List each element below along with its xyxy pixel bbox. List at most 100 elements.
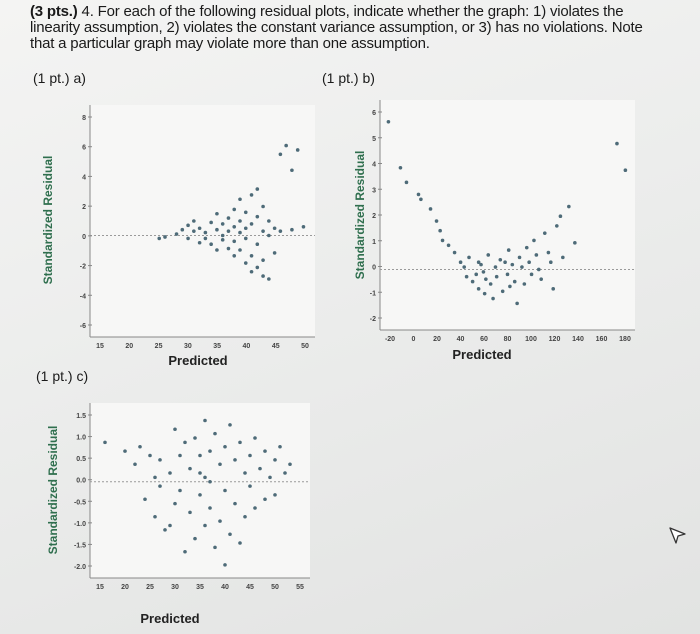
plot-a-x-tick-label: 15 bbox=[96, 343, 104, 350]
plot-c-point bbox=[183, 549, 187, 554]
plot-b-point bbox=[615, 141, 619, 146]
plot-c-point bbox=[238, 541, 242, 545]
plot-c-point bbox=[203, 418, 207, 423]
plot-c-area bbox=[90, 403, 310, 578]
plot-b-point bbox=[498, 257, 503, 262]
plot-b-point bbox=[508, 284, 512, 289]
plot-c-point bbox=[198, 471, 202, 475]
plot-b-x-tick-label: 120 bbox=[549, 336, 561, 343]
plot-b-point bbox=[527, 260, 531, 265]
residual-plot-a: 15 20 25 30 35 40 45 5086420-2-4-6PredictedStan… bbox=[41, 105, 315, 368]
plot-c-point bbox=[133, 462, 137, 467]
plot-a-point bbox=[215, 248, 219, 252]
plot-b-x-axis-label: Predicted bbox=[452, 347, 511, 362]
plot-a-point bbox=[249, 254, 254, 258]
plot-a-point bbox=[226, 229, 231, 233]
plot-b-x-tick-label: 140 bbox=[572, 336, 584, 343]
plot-a-point bbox=[255, 265, 260, 270]
plot-a-point bbox=[197, 240, 202, 245]
plot-b-point bbox=[440, 238, 445, 243]
plot-c-point bbox=[208, 479, 212, 484]
plot-a-y-tick-label: -2 bbox=[80, 264, 86, 271]
plot-b-point bbox=[467, 255, 471, 260]
plot-a-x-tick-label: 20 bbox=[125, 343, 133, 350]
part-c-label: (1 pt.) c) bbox=[36, 368, 89, 384]
plot-b-point bbox=[512, 279, 517, 284]
plot-a-point bbox=[232, 207, 237, 212]
plot-b-x-tick-label: 80 bbox=[504, 336, 512, 343]
plot-c-point bbox=[183, 440, 187, 445]
plot-c-point bbox=[233, 501, 237, 506]
plot-b-point bbox=[567, 204, 571, 209]
plot-c-point bbox=[188, 466, 192, 471]
plot-b-point bbox=[486, 253, 491, 257]
residual-plot-c: 15 20 25 30 35 40 45 50 55 1.5 1.0 0.5 0.0 -0.5 -1.0 -1… bbox=[46, 403, 310, 626]
plot-a-point bbox=[209, 220, 213, 225]
part-a-label: (1 pt.) a) bbox=[33, 70, 86, 86]
plot-b-x-tick-label: 180 bbox=[619, 336, 631, 343]
plot-c-point bbox=[263, 497, 267, 502]
plot-c-point bbox=[158, 458, 162, 462]
plot-a-point bbox=[209, 242, 213, 246]
plot-c-y-tick-label: 0.0 bbox=[76, 478, 86, 485]
plot-c-point bbox=[213, 431, 217, 436]
plot-c-x-axis-label: Predicted bbox=[140, 611, 199, 626]
plot-a-y-tick-label: 6 bbox=[82, 145, 86, 152]
plot-a-area bbox=[90, 105, 315, 337]
plot-c-x-tick-label: 15 bbox=[96, 584, 104, 591]
plot-b-x-tick-label: -20 bbox=[385, 336, 395, 343]
plot-c-point bbox=[153, 475, 157, 480]
plot-b-x-tick-label: 20 bbox=[433, 336, 441, 343]
plot-a-point bbox=[220, 238, 225, 242]
plot-a-point bbox=[284, 143, 288, 148]
plot-c-point bbox=[273, 458, 277, 462]
plot-c-point bbox=[253, 436, 257, 440]
plot-b-point bbox=[404, 180, 409, 185]
plot-c-point bbox=[268, 475, 272, 480]
plot-a-point bbox=[232, 225, 237, 229]
plot-c-point bbox=[163, 528, 167, 532]
plot-a-point bbox=[278, 229, 283, 233]
plot-b-point bbox=[476, 260, 481, 265]
plot-a-x-tick-label: 50 bbox=[301, 343, 309, 350]
plot-b-x-tick-label: 160 bbox=[596, 336, 608, 343]
plot-c-point bbox=[208, 449, 212, 453]
plot-b-point bbox=[520, 265, 524, 269]
plot-c-point bbox=[288, 462, 292, 467]
plot-b-point bbox=[532, 238, 536, 243]
plot-c-x-tick-label: 40 bbox=[221, 584, 229, 591]
plot-c-x-tick-label: 20 bbox=[121, 584, 129, 591]
plot-c-point bbox=[223, 444, 227, 449]
plot-b-point bbox=[479, 262, 483, 267]
plot-c-point bbox=[218, 519, 222, 523]
plot-a-point bbox=[226, 246, 231, 251]
plot-c-point bbox=[168, 471, 172, 475]
plot-b-point bbox=[561, 255, 565, 260]
plot-b-point bbox=[551, 287, 556, 291]
plot-c-x-tick-label: 35 bbox=[196, 584, 204, 591]
part-b-label: (1 pt.) b) bbox=[322, 70, 375, 86]
plot-a-point bbox=[226, 216, 231, 220]
plot-a-point bbox=[255, 214, 260, 219]
plot-c-point bbox=[173, 501, 177, 506]
plot-b-y-tick-label: 0 bbox=[372, 265, 376, 272]
plot-b-point bbox=[517, 255, 522, 260]
plot-a-point bbox=[197, 226, 202, 231]
plot-a-y-tick-label: 0 bbox=[82, 234, 86, 241]
residual-plot-b: -20 0 20 40 60 80 100 120 140 160 180 6 5 4 3 2 1 0 -1 -2 Pr… bbox=[353, 100, 635, 362]
plot-b-point bbox=[476, 287, 481, 291]
plot-c-point bbox=[153, 514, 157, 519]
plot-c-point bbox=[138, 444, 142, 449]
plot-a-point bbox=[174, 232, 179, 236]
plot-a-point bbox=[203, 236, 208, 241]
plot-a-x-tick-label: 25 bbox=[155, 343, 163, 350]
plot-a-point bbox=[249, 193, 254, 197]
plot-a-point bbox=[180, 227, 185, 232]
plot-b-y-tick-label: 4 bbox=[372, 162, 376, 169]
plot-b-point bbox=[462, 265, 466, 269]
plot-a-x-axis-label: Predicted bbox=[168, 353, 227, 368]
plot-b-point bbox=[573, 241, 577, 245]
plot-c-point bbox=[123, 449, 127, 453]
plot-c-point bbox=[218, 462, 222, 467]
